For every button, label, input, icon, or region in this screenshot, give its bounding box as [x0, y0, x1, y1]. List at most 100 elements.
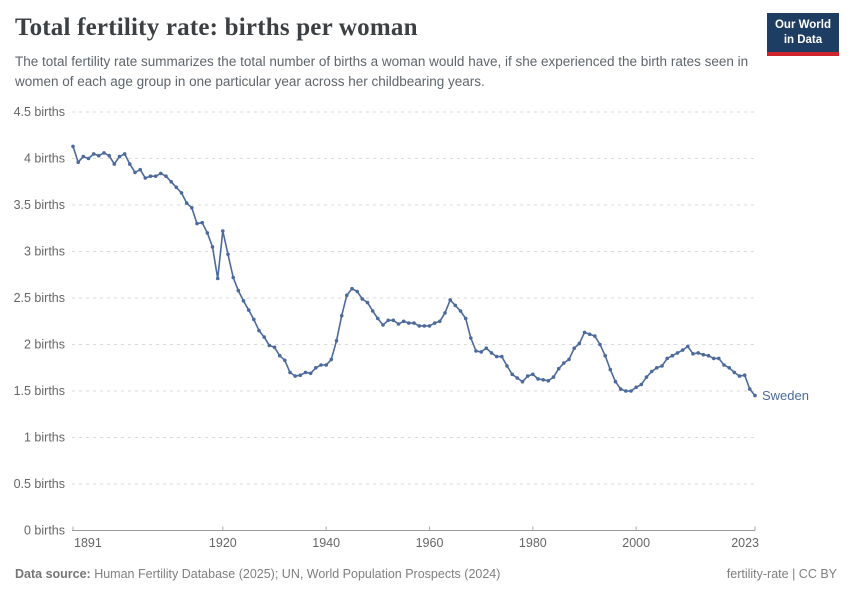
- data-point: [205, 231, 210, 235]
- data-point: [556, 366, 561, 371]
- data-point: [169, 180, 173, 184]
- data-point: [458, 309, 463, 313]
- license-link[interactable]: fertility-rate | CC BY: [726, 567, 837, 581]
- data-point: [727, 366, 731, 370]
- data-point: [148, 174, 153, 178]
- data-point: [463, 316, 468, 321]
- x-axis-tick-label: 1960: [416, 536, 444, 550]
- data-point: [138, 167, 142, 172]
- data-point: [603, 353, 607, 358]
- data-point: [536, 377, 540, 381]
- data-point: [303, 370, 308, 375]
- data-point: [655, 366, 659, 370]
- data-point: [494, 354, 499, 359]
- data-point: [210, 245, 215, 249]
- data-point: [71, 144, 75, 149]
- data-point: [634, 385, 638, 390]
- y-axis-tick-label: 3 births: [24, 245, 65, 259]
- data-point: [484, 346, 489, 350]
- data-point: [469, 336, 473, 340]
- data-point: [438, 319, 442, 324]
- data-point: [525, 374, 530, 378]
- data-point: [153, 174, 158, 178]
- data-point: [215, 276, 220, 281]
- data-point: [76, 160, 80, 164]
- data-point: [691, 352, 695, 356]
- data-point: [386, 318, 391, 323]
- data-point: [412, 321, 416, 325]
- data-point: [91, 152, 96, 156]
- data-point: [629, 389, 633, 393]
- owid-logo-line1: Our World: [774, 19, 831, 31]
- data-point: [427, 324, 432, 328]
- owid-logo[interactable]: Our World in Data: [766, 13, 839, 56]
- data-point: [567, 357, 571, 362]
- data-point: [107, 153, 111, 158]
- data-point: [541, 378, 545, 382]
- data-source-label: Data source:: [15, 567, 91, 581]
- y-axis-tick-label: 3.5 births: [14, 198, 65, 212]
- data-point: [190, 206, 194, 210]
- data-point: [376, 316, 380, 321]
- data-point: [670, 353, 675, 358]
- data-point: [696, 351, 700, 355]
- data-point: [665, 356, 669, 361]
- data-point: [618, 387, 623, 391]
- data-point: [551, 375, 556, 379]
- data-point: [370, 309, 375, 313]
- data-point: [293, 374, 298, 378]
- y-axis-tick-label: 4 births: [24, 152, 65, 166]
- data-point: [288, 370, 292, 375]
- y-axis-tick-label: 2 births: [24, 338, 65, 352]
- data-point: [701, 352, 706, 357]
- data-point: [257, 328, 261, 333]
- data-point: [587, 332, 592, 337]
- data-point: [231, 275, 235, 280]
- data-point: [396, 322, 401, 326]
- y-axis-tick-label: 1.5 births: [14, 384, 65, 398]
- data-point: [577, 341, 582, 346]
- data-point: [593, 334, 597, 338]
- chart-footer: Data source: Human Fertility Database (2…: [15, 567, 837, 581]
- data-point: [500, 354, 504, 359]
- data-point: [236, 288, 241, 293]
- data-point: [624, 389, 628, 393]
- data-point: [722, 363, 726, 367]
- data-point: [272, 345, 277, 350]
- data-point: [350, 286, 354, 291]
- data-point: [117, 154, 122, 159]
- data-point: [608, 367, 613, 372]
- series-label-sweden[interactable]: Sweden: [762, 388, 809, 403]
- data-point: [252, 317, 256, 322]
- data-point: [112, 162, 117, 166]
- data-point: [246, 308, 251, 312]
- chart-canvas[interactable]: 0 births 0.5 births 1 births 1.5 births 2 bi…: [0, 100, 850, 560]
- data-point: [179, 191, 184, 195]
- data-point: [649, 369, 654, 374]
- data-point: [686, 344, 690, 349]
- data-point: [613, 379, 618, 384]
- data-point: [582, 330, 587, 335]
- data-point: [401, 319, 406, 324]
- x-axis-tick-label: 2023: [731, 536, 759, 550]
- data-point: [748, 387, 752, 391]
- data-point: [262, 335, 267, 339]
- data-point: [164, 174, 168, 178]
- data-point: [510, 372, 514, 377]
- data-point: [432, 321, 437, 325]
- data-point: [660, 364, 664, 368]
- series-line-sweden[interactable]: [72, 145, 756, 397]
- data-point: [355, 289, 360, 294]
- x-axis-tick-label: 2000: [622, 536, 650, 550]
- data-point: [453, 303, 458, 308]
- data-point: [515, 376, 520, 380]
- data-point: [360, 297, 365, 301]
- y-axis-tick-label: 0 births: [24, 524, 65, 538]
- data-point: [391, 318, 396, 323]
- data-point: [329, 357, 334, 362]
- x-axis-tick-label: 1980: [519, 536, 547, 550]
- y-axis-tick-label: 1 births: [24, 431, 65, 445]
- data-point: [174, 185, 179, 190]
- data-point: [86, 156, 91, 161]
- data-point: [314, 366, 318, 370]
